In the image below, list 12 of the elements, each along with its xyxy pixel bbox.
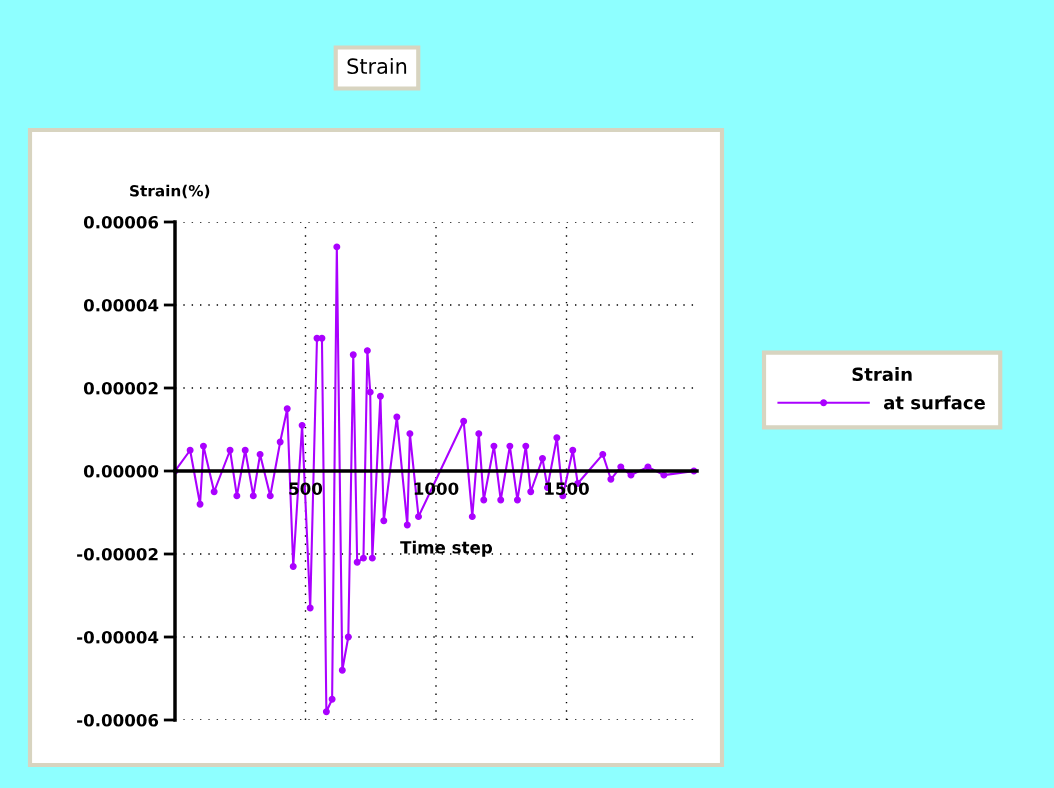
y-tick-label: 0.00006 <box>83 215 159 229</box>
chart-title: Strain <box>347 57 407 75</box>
y-tick-label: 0.00002 <box>83 381 158 395</box>
x-axis-title: Time step <box>400 540 493 557</box>
y-axis-title: Strain(%) <box>130 184 210 199</box>
legend-label: at surface <box>883 395 985 410</box>
y-tick-label: 0.00000 <box>83 464 159 478</box>
legend-title: Strain <box>852 367 912 382</box>
y-tick-label: -0.00002 <box>77 547 158 561</box>
y-tick-label: -0.00004 <box>77 630 159 644</box>
y-tick-label: -0.00006 <box>77 713 159 727</box>
y-tick-label: 0.00004 <box>83 298 159 312</box>
